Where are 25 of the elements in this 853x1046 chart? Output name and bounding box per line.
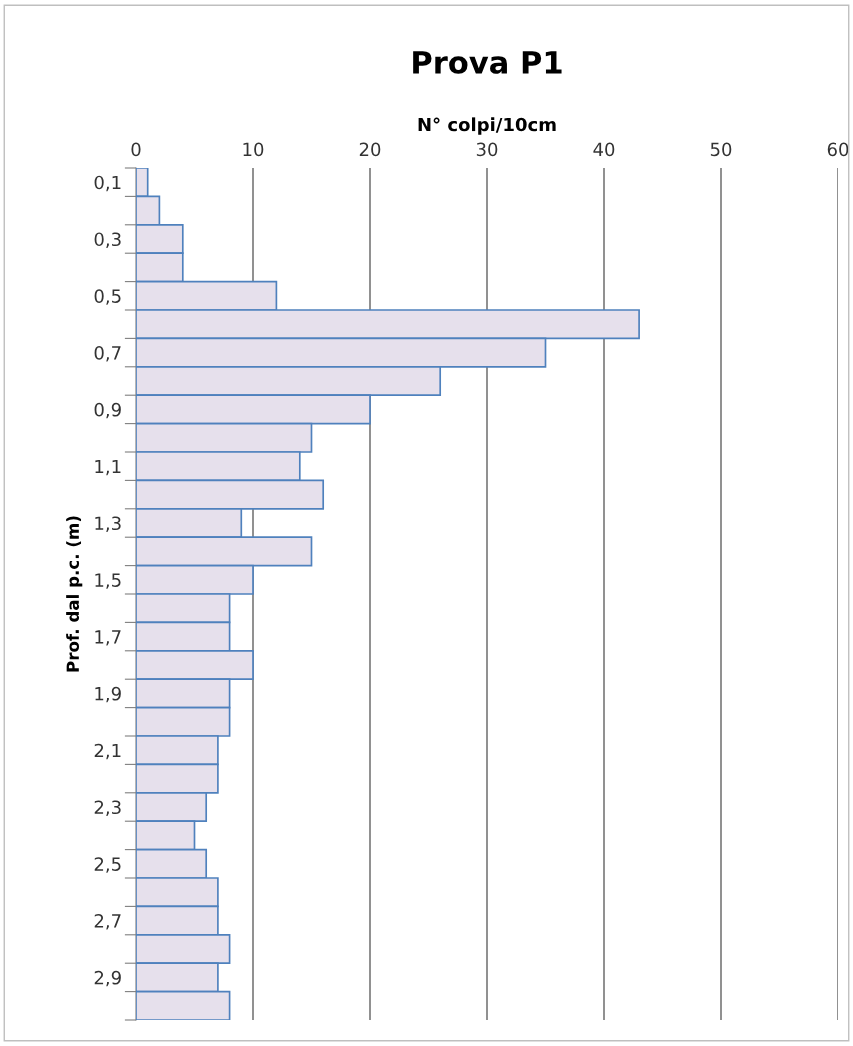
y-tick-label: 0,3 — [94, 232, 121, 248]
y-tick-label: 2,3 — [94, 800, 121, 816]
y-tick-label: 1,5 — [95, 573, 121, 589]
x-tick-label: 50 — [710, 142, 732, 157]
chart-title: Prova P1 — [413, 51, 562, 74]
x-axis-title: N° colpi/10cm — [418, 117, 556, 135]
x-tick-label: 30 — [476, 142, 498, 157]
y-tick-label: 1,3 — [95, 516, 121, 532]
x-tick-label: 10 — [243, 142, 264, 157]
y-axis-title: Prof. dal p.c. (m) — [66, 516, 83, 672]
y-tick-label: 0,5 — [94, 289, 121, 305]
y-tick-label: 1,9 — [95, 686, 121, 703]
y-tick-label: 0,7 — [94, 346, 121, 362]
y-tick-label: 1,7 — [95, 630, 121, 646]
y-tick-label: 0,1 — [94, 175, 121, 192]
y-tick-label: 2,9 — [94, 970, 121, 987]
x-tick-label: 60 — [827, 142, 849, 157]
y-tick-label: 2,5 — [94, 857, 121, 873]
y-tick-label: 2,7 — [94, 914, 121, 930]
x-tick-label: 40 — [593, 142, 615, 157]
x-tick-label: 20 — [359, 142, 381, 157]
y-tick-label: 1,1 — [95, 459, 121, 476]
y-tick-label: 0,9 — [94, 402, 121, 419]
y-tick-label: 2,1 — [94, 743, 121, 760]
x-tick-label: 0 — [131, 142, 141, 157]
